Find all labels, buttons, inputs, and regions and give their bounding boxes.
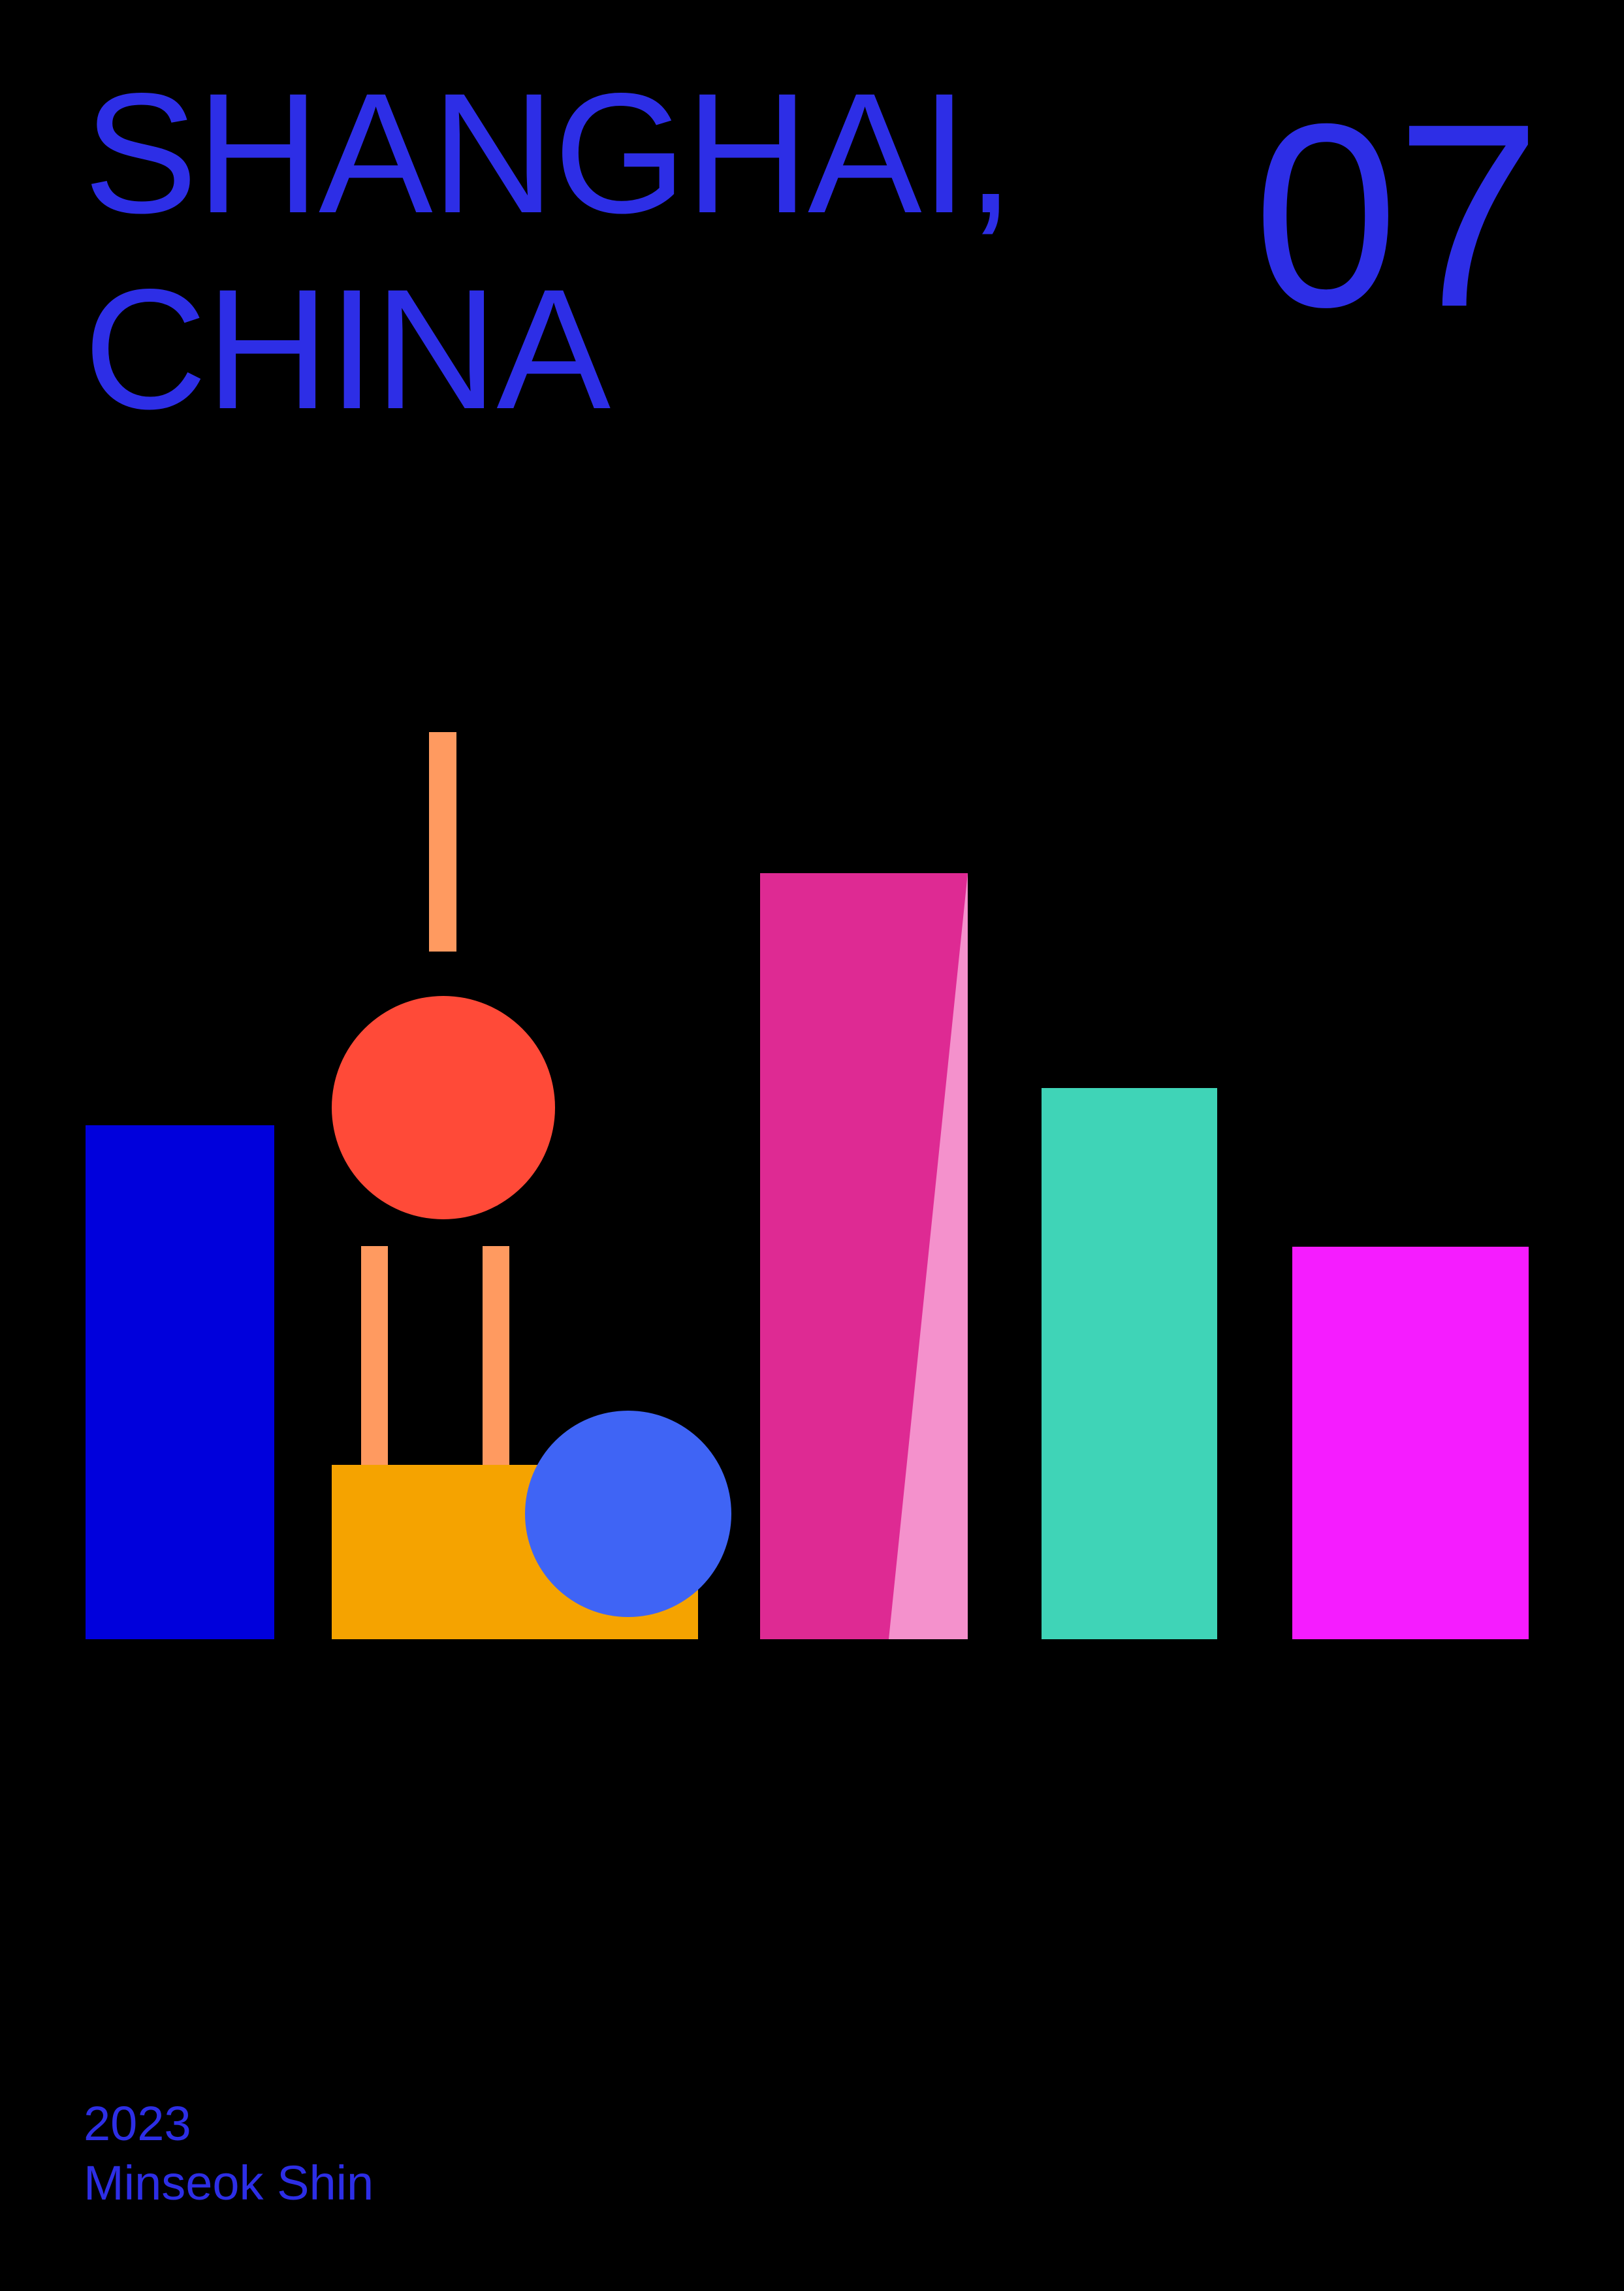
title-line-2: CHINA [84,253,611,445]
pearl-spire [429,732,456,952]
year-label: 2023 [84,2096,191,2151]
pink-tower-light-facet [889,873,968,1639]
author-name: Minseok Shin [84,2156,374,2210]
pearl-left-leg [361,1246,388,1466]
pink-tower [760,873,968,1639]
pearl-upper-sphere [332,996,555,1219]
magenta-tower [1292,1247,1529,1639]
blue-tower [86,1125,274,1639]
teal-tower [1042,1088,1217,1639]
pearl-lower-sphere [525,1411,731,1617]
issue-number: 07 [1253,69,1541,361]
pearl-right-leg [483,1246,509,1466]
title-line-1: SHANGHAI, [84,57,1014,249]
